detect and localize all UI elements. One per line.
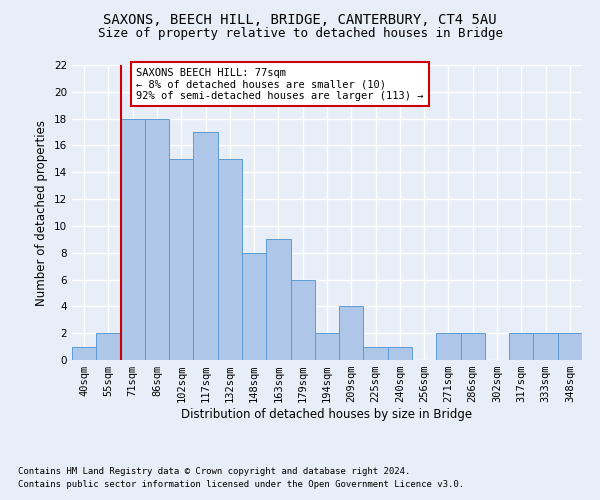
X-axis label: Distribution of detached houses by size in Bridge: Distribution of detached houses by size … — [181, 408, 473, 421]
Bar — [72, 346, 96, 360]
Text: SAXONS, BEECH HILL, BRIDGE, CANTERBURY, CT4 5AU: SAXONS, BEECH HILL, BRIDGE, CANTERBURY, … — [103, 12, 497, 26]
Text: SAXONS BEECH HILL: 77sqm
← 8% of detached houses are smaller (10)
92% of semi-de: SAXONS BEECH HILL: 77sqm ← 8% of detache… — [136, 68, 424, 101]
Bar — [315, 333, 339, 360]
Text: Size of property relative to detached houses in Bridge: Size of property relative to detached ho… — [97, 28, 503, 40]
Bar — [145, 118, 169, 360]
Bar — [364, 346, 388, 360]
Bar — [290, 280, 315, 360]
Bar — [436, 333, 461, 360]
Bar — [509, 333, 533, 360]
Bar — [169, 159, 193, 360]
Bar — [558, 333, 582, 360]
Bar — [461, 333, 485, 360]
Bar — [218, 159, 242, 360]
Bar — [96, 333, 121, 360]
Bar — [388, 346, 412, 360]
Text: Contains HM Land Registry data © Crown copyright and database right 2024.: Contains HM Land Registry data © Crown c… — [18, 467, 410, 476]
Bar — [121, 118, 145, 360]
Bar — [193, 132, 218, 360]
Text: Contains public sector information licensed under the Open Government Licence v3: Contains public sector information licen… — [18, 480, 464, 489]
Bar — [533, 333, 558, 360]
Bar — [242, 252, 266, 360]
Bar — [266, 240, 290, 360]
Bar — [339, 306, 364, 360]
Y-axis label: Number of detached properties: Number of detached properties — [35, 120, 49, 306]
